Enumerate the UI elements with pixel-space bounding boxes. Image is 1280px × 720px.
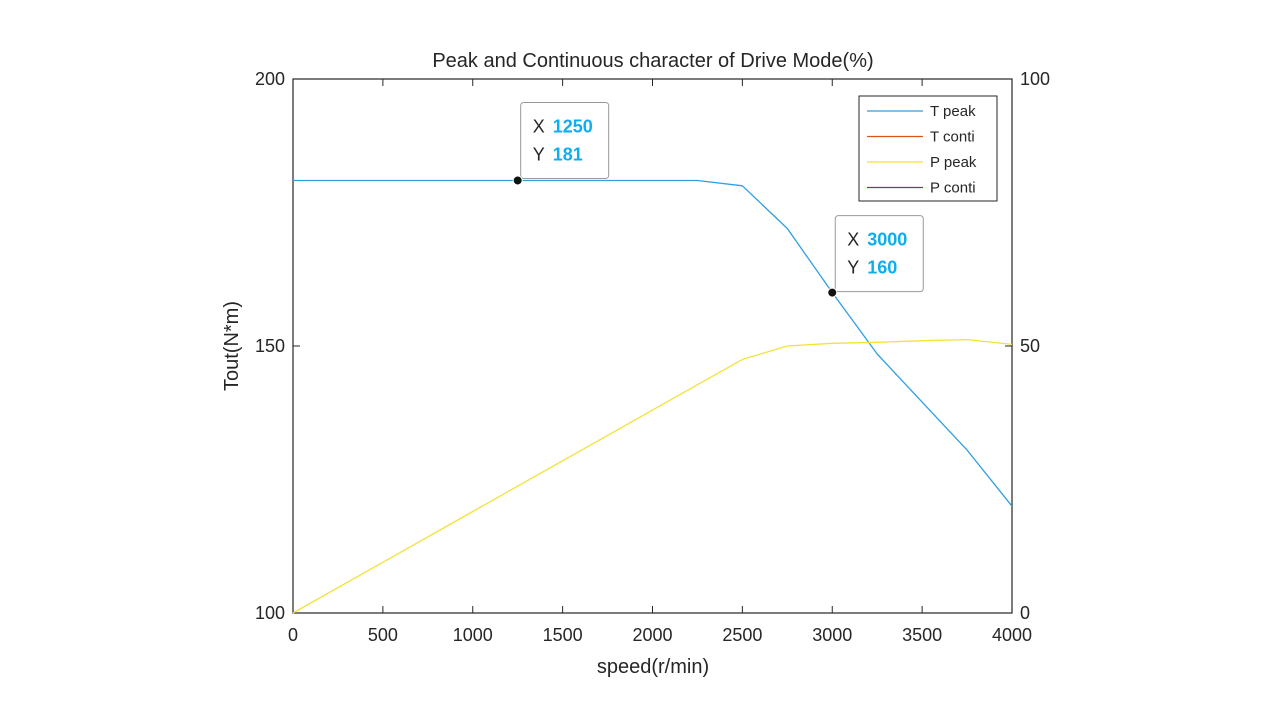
- y2-tick-label: 50: [1020, 336, 1040, 356]
- x-tick-label: 3500: [902, 625, 942, 645]
- x-tick-label: 4000: [992, 625, 1032, 645]
- datatip-value: 160: [867, 258, 897, 278]
- legend-label: T peak: [930, 103, 976, 120]
- datatip-marker: [512, 175, 523, 186]
- y-tick-label: 100: [255, 603, 285, 623]
- legend-box: [858, 95, 998, 202]
- y-axis-label: Tout(N*m): [221, 301, 243, 391]
- datatip-axis-label: Y: [533, 144, 545, 164]
- legend-label: P peak: [930, 154, 977, 171]
- y-tick-label: 200: [255, 69, 285, 89]
- y-axis-ticks: 100 150 200: [255, 69, 300, 623]
- series-line-p-peak: [292, 338, 1013, 614]
- datatip-value: 181: [553, 144, 583, 164]
- y2-tick-label: 0: [1020, 603, 1030, 623]
- datatip-value: 3000: [867, 230, 907, 250]
- datatip-marker: [827, 287, 838, 298]
- datatip[interactable]: X 1250 Y 181: [512, 101, 610, 186]
- series-line-t-peak: [293, 179, 1013, 507]
- y2-axis-ticks: 0 50 100: [1005, 69, 1050, 623]
- legend-label: T conti: [930, 129, 975, 146]
- x-tick-label: 2000: [632, 625, 672, 645]
- x-tick-label: 1000: [453, 625, 493, 645]
- x-axis-label: speed(r/min): [597, 656, 709, 678]
- datatip-axis-label: Y: [847, 258, 859, 278]
- legend-label: P conti: [930, 180, 976, 197]
- x-tick-label: 2500: [722, 625, 762, 645]
- datatip-axis-label: X: [847, 230, 859, 250]
- datatip-box: [834, 215, 924, 293]
- datatip[interactable]: X 3000 Y 160: [827, 215, 924, 298]
- legend[interactable]: T peak T conti P peak P conti: [858, 95, 998, 202]
- series-layer: [292, 179, 1013, 614]
- datatip-axis-label: X: [533, 116, 545, 136]
- datatip-box: [520, 101, 610, 179]
- y-tick-label: 150: [255, 336, 285, 356]
- y2-tick-label: 100: [1020, 69, 1050, 89]
- chart-title: Peak and Continuous character of Drive M…: [432, 50, 873, 72]
- x-tick-label: 500: [368, 625, 398, 645]
- datatip-layer: X 1250 Y 181 X 3000 Y 160: [512, 101, 924, 298]
- x-tick-label: 1500: [543, 625, 583, 645]
- x-axis-ticks: 0 500 1000 1500 2000 2500 3000 3500 4000: [288, 79, 1032, 645]
- x-tick-label: 3000: [812, 625, 852, 645]
- datatip-value: 1250: [553, 116, 593, 136]
- x-tick-label: 0: [288, 625, 298, 645]
